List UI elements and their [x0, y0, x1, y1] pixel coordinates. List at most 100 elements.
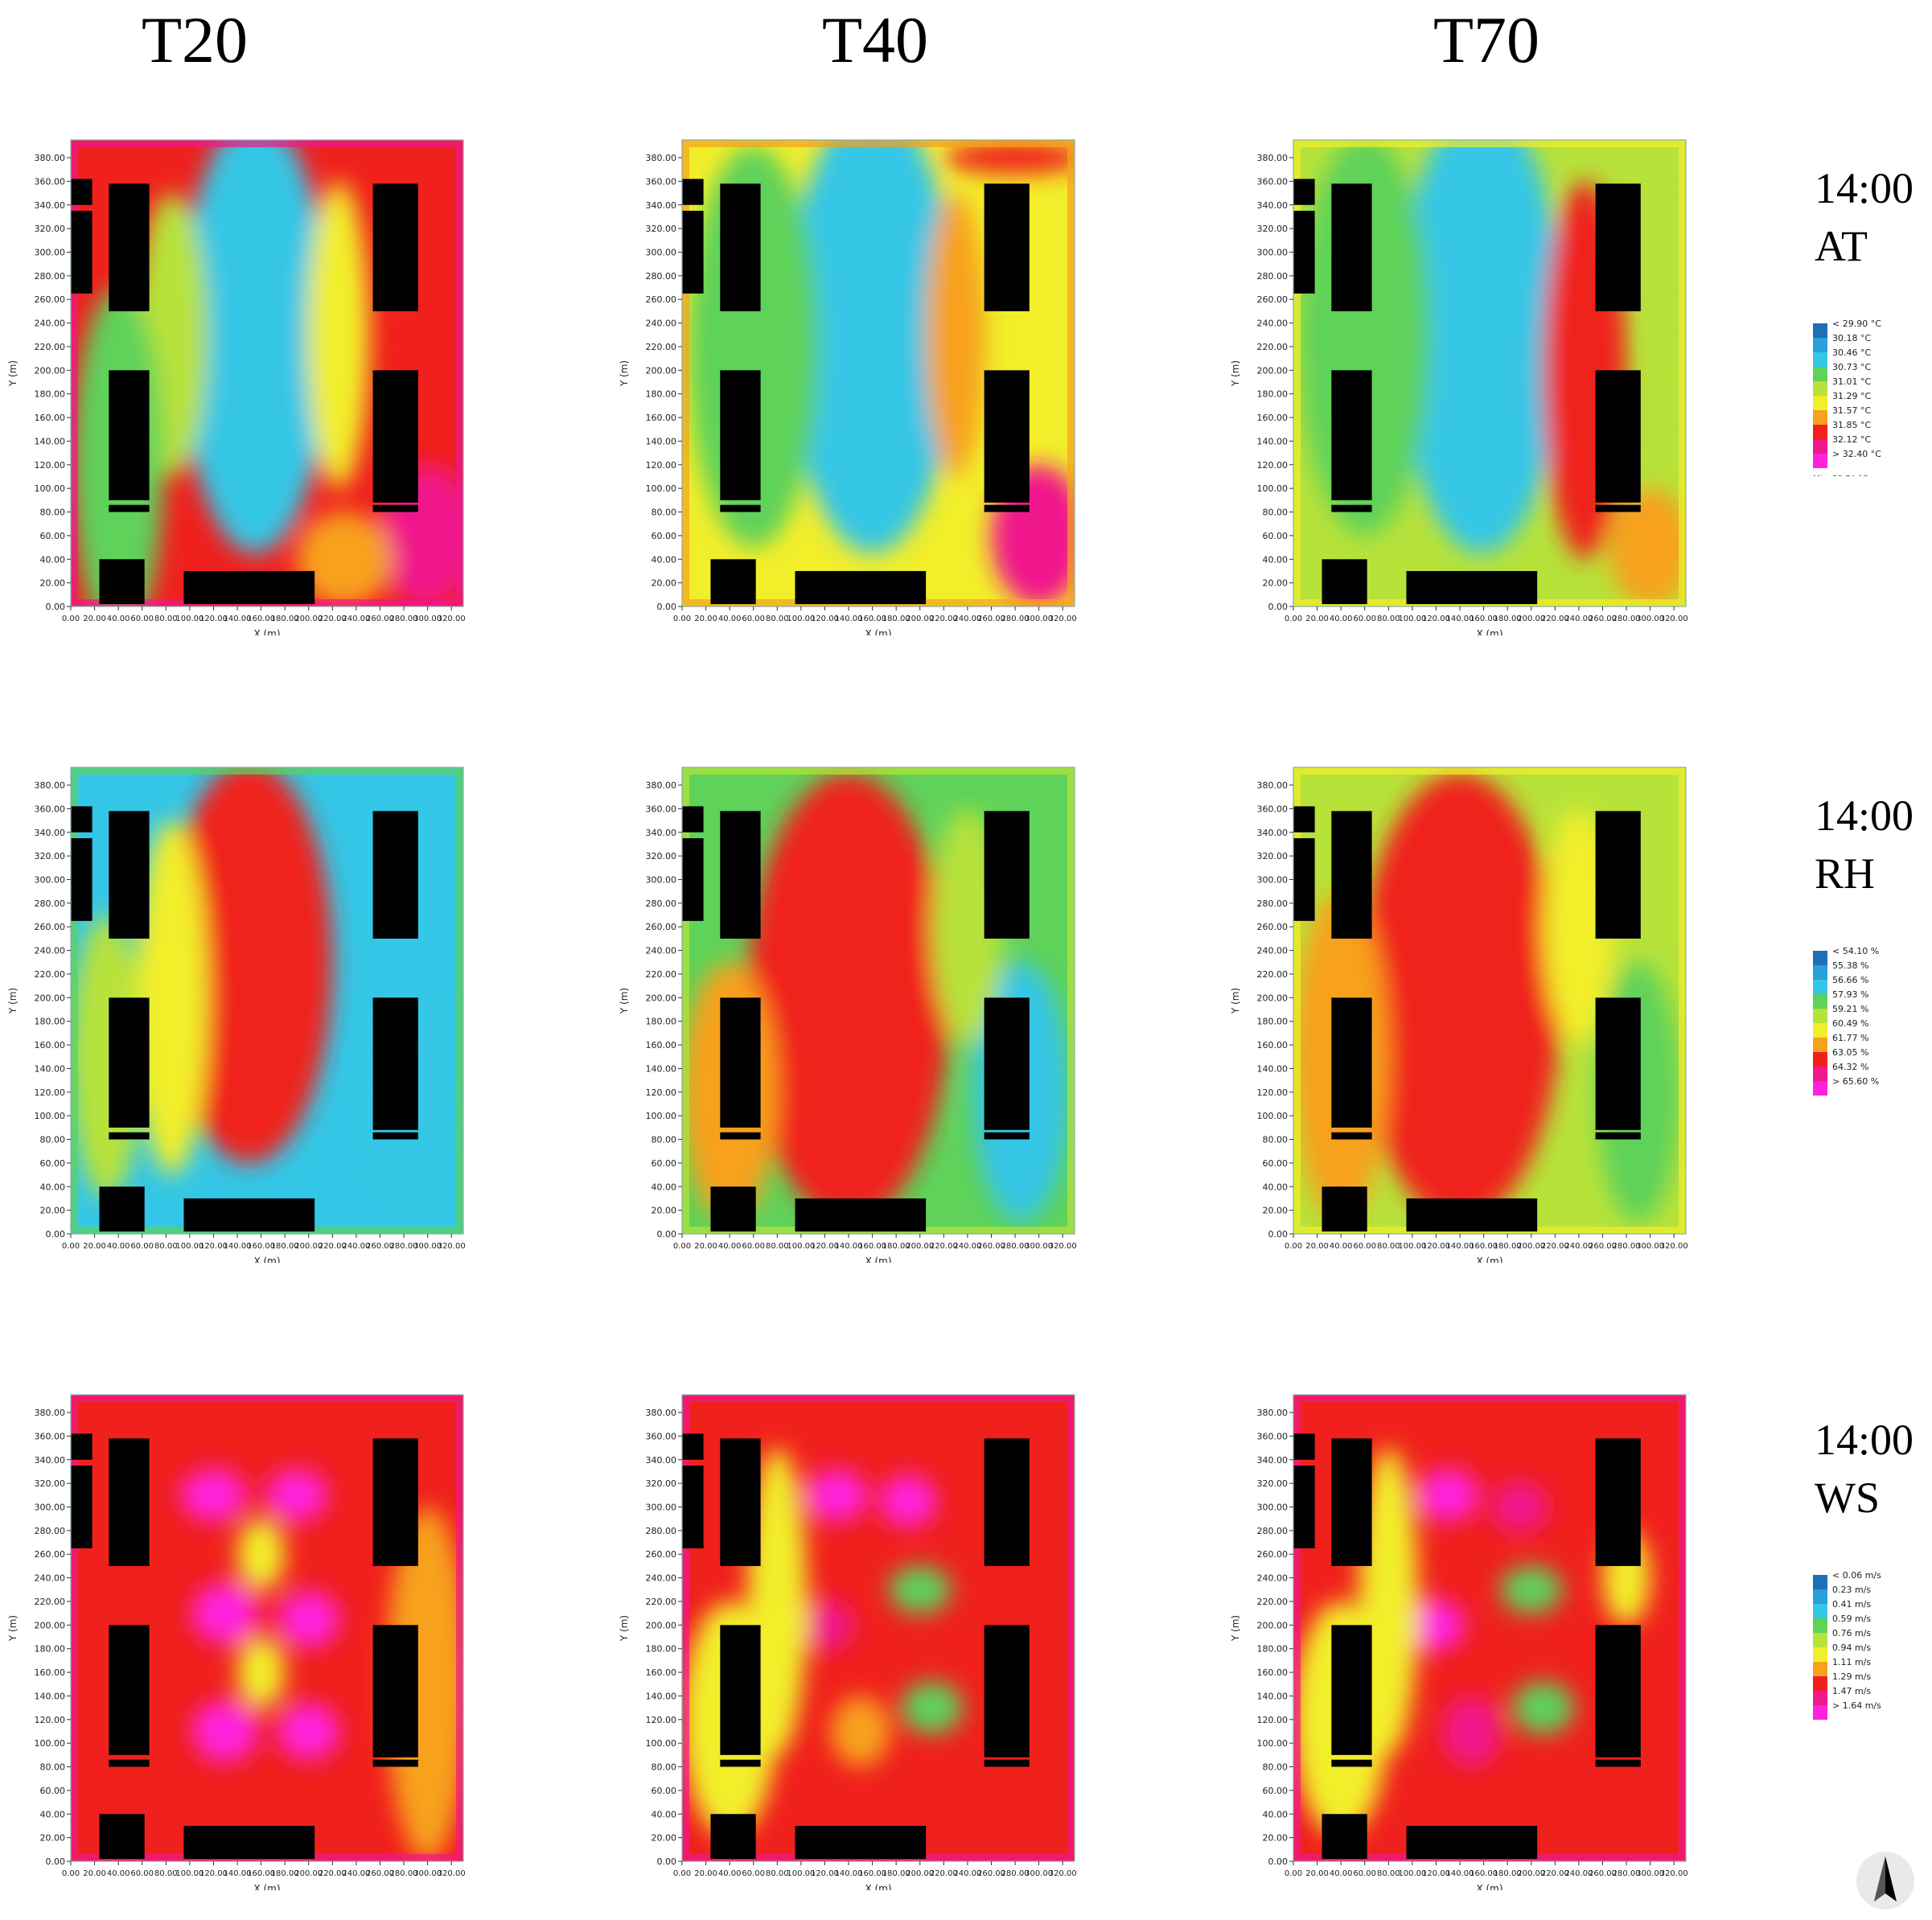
legend-swatch — [1813, 1662, 1827, 1676]
building — [682, 179, 704, 205]
x-tick-label: 40.00 — [107, 615, 130, 623]
y-tick-label: 200.00 — [646, 365, 677, 376]
y-tick-label: 380.00 — [646, 1408, 677, 1418]
x-tick-label: 180.00 — [1494, 1242, 1522, 1251]
y-tick-label: 120.00 — [646, 460, 677, 471]
building — [984, 997, 1030, 1130]
legend-label: 32.12 °C — [1832, 434, 1871, 445]
y-tick-label: 280.00 — [646, 271, 677, 282]
x-tick-label: 240.00 — [1564, 615, 1593, 623]
x-tick-label: 140.00 — [224, 1869, 252, 1878]
y-tick-label: 260.00 — [646, 294, 677, 305]
x-tick-label: 280.00 — [1001, 1242, 1030, 1251]
legend-swatch — [1813, 965, 1827, 980]
x-tick-label: 0.00 — [1285, 1869, 1302, 1878]
building — [720, 997, 761, 1128]
y-tick-label: 220.00 — [35, 342, 66, 352]
x-tick-label: 180.00 — [1494, 615, 1522, 623]
building — [372, 1625, 418, 1758]
y-tick-label: 260.00 — [646, 922, 677, 932]
x-tick-label: 0.00 — [62, 615, 80, 623]
heatmap-svg: 0.0020.0040.0060.0080.00100.00120.00140.… — [619, 767, 1077, 1263]
legend-label: 31.01 °C — [1832, 376, 1871, 387]
y-tick-label: 300.00 — [646, 874, 677, 885]
x-tick-label: 300.00 — [413, 1242, 442, 1251]
building — [1293, 1433, 1315, 1460]
x-tick-label: 160.00 — [1470, 1242, 1498, 1251]
y-tick-label: 220.00 — [646, 969, 677, 980]
row-variable: AT — [1815, 222, 1868, 270]
y-tick-label: 160.00 — [646, 413, 677, 423]
x-tick-label: 80.00 — [1377, 1242, 1400, 1251]
building — [682, 211, 704, 294]
y-tick-label: 200.00 — [646, 1620, 677, 1630]
y-tick-label: 300.00 — [35, 247, 66, 257]
building — [984, 1759, 1030, 1767]
x-tick-label: 0.00 — [62, 1242, 80, 1251]
heatmap-zone — [191, 1700, 259, 1762]
x-tick-label: 20.00 — [1305, 1242, 1329, 1251]
y-tick-label: 240.00 — [35, 946, 66, 956]
x-tick-label: 80.00 — [154, 1869, 178, 1878]
legend-swatch — [1813, 439, 1827, 454]
y-tick-label: 160.00 — [35, 413, 66, 423]
building — [1406, 1198, 1538, 1232]
heatmap-zone — [805, 1469, 868, 1522]
heatmap-svg: 0.0020.0040.0060.0080.00100.00120.00140.… — [7, 139, 466, 635]
building — [109, 1438, 150, 1566]
legend-swatch — [1813, 367, 1827, 381]
x-tick-label: 280.00 — [1001, 615, 1030, 623]
x-tick-label: 200.00 — [294, 1242, 323, 1251]
building — [1293, 179, 1315, 205]
x-tick-label: 180.00 — [271, 1242, 299, 1251]
y-tick-label: 240.00 — [1257, 946, 1289, 956]
y-tick-label: 140.00 — [1257, 436, 1289, 446]
x-tick-label: 60.00 — [742, 615, 765, 623]
north-arrow-icon — [1855, 1850, 1916, 1911]
x-tick-label: 180.00 — [882, 1242, 911, 1251]
building — [720, 1132, 761, 1140]
y-tick-label: 260.00 — [1257, 1549, 1289, 1560]
x-tick-label: 220.00 — [319, 1242, 347, 1251]
building — [183, 570, 315, 605]
building — [183, 1198, 315, 1232]
x-tick-label: 20.00 — [694, 1242, 717, 1251]
y-tick-label: 180.00 — [1257, 389, 1289, 400]
building — [1331, 370, 1372, 500]
y-tick-label: 240.00 — [1257, 1573, 1289, 1584]
x-tick-label: 120.00 — [811, 1869, 839, 1878]
y-tick-label: 340.00 — [646, 1455, 677, 1466]
building — [682, 838, 704, 921]
legend-swatch — [1813, 323, 1827, 338]
panel-at-t70: 0.00 20.00 40.00 60.00 80.00 100.00 120.00 140.… — [1223, 121, 1705, 635]
heatmap-svg: 0.0020.0040.0060.0080.00100.00120.00140.… — [619, 1394, 1077, 1890]
x-tick-label: 60.00 — [130, 615, 154, 623]
x-tick-label: 120.00 — [199, 1869, 228, 1878]
x-tick-label: 160.00 — [247, 1869, 275, 1878]
x-tick-label: 40.00 — [1330, 615, 1353, 623]
y-tick-label: 0.00 — [1268, 602, 1289, 612]
building — [109, 1759, 150, 1767]
x-tick-label: 60.00 — [1353, 615, 1376, 623]
x-tick-label: 120.00 — [1422, 1242, 1450, 1251]
legend-swatch — [1813, 1052, 1827, 1067]
building — [109, 1625, 150, 1755]
y-tick-label: 380.00 — [1257, 780, 1289, 791]
y-tick-label: 180.00 — [35, 1644, 66, 1655]
x-tick-label: 0.00 — [673, 615, 691, 623]
y-tick-label: 0.00 — [46, 1856, 66, 1867]
y-tick-label: 320.00 — [35, 1478, 66, 1489]
y-tick-label: 140.00 — [1257, 1063, 1289, 1074]
building — [984, 504, 1030, 512]
heatmap-zone — [307, 181, 370, 489]
x-tick-label: 320.00 — [438, 615, 466, 623]
legend-swatch — [1813, 425, 1827, 439]
y-tick-label: 60.00 — [652, 1786, 677, 1796]
y-tick-label: 60.00 — [1263, 1786, 1289, 1796]
y-tick-label: 320.00 — [646, 1478, 677, 1489]
heatmap-zone — [277, 1703, 340, 1760]
panel-ws-t40: 0.00 20.00 40.00 60.00 80.00 100.00 120.00 140.… — [611, 1375, 1094, 1890]
y-tick-label: 280.00 — [1257, 898, 1289, 909]
building — [720, 811, 761, 939]
y-tick-label: 340.00 — [35, 1455, 66, 1466]
